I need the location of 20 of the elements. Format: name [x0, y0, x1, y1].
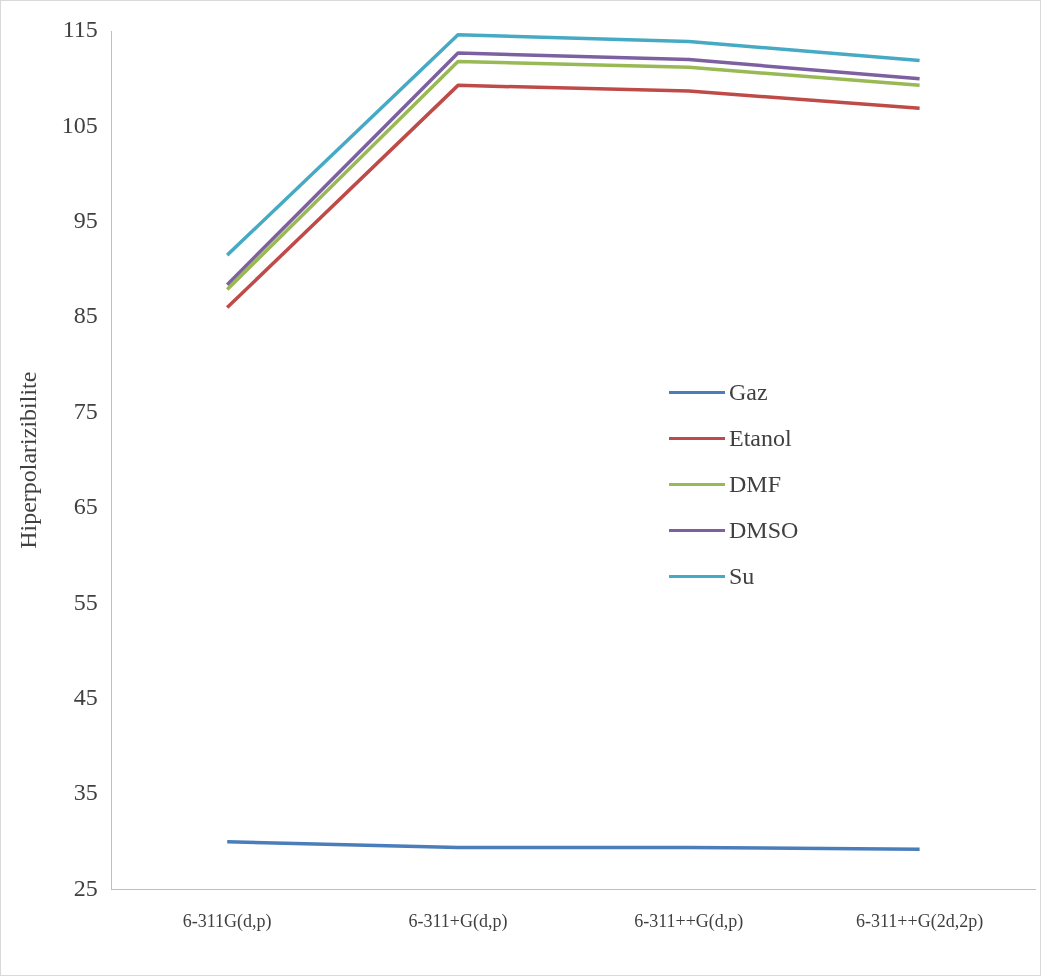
x-tick-label: 6-311++G(d,p)	[634, 910, 744, 932]
legend-label: Etanol	[729, 424, 792, 452]
y-tick-label: 75	[73, 397, 98, 424]
y-tick-label: 105	[61, 111, 98, 138]
y-tick-label: 25	[73, 874, 98, 901]
x-tick-label: 6-311+G(d,p)	[408, 910, 508, 932]
legend-label: Su	[729, 562, 755, 590]
x-tick-label: 6-311++G(2d,2p)	[856, 910, 984, 932]
y-tick-label: 115	[62, 16, 98, 43]
y-tick-label: 65	[73, 493, 98, 520]
y-tick-label: 55	[73, 588, 98, 615]
y-axis-title: Hiperpolarizibilite	[14, 371, 41, 549]
legend-label: DMF	[729, 470, 782, 498]
legend-label: Gaz	[729, 378, 768, 406]
x-tick-label: 6-311G(d,p)	[182, 910, 272, 932]
y-tick-label: 95	[73, 207, 98, 234]
y-tick-label: 35	[73, 779, 98, 806]
y-tick-label: 45	[73, 683, 98, 710]
y-tick-label: 85	[73, 302, 98, 329]
legend-label: DMSO	[729, 516, 799, 544]
